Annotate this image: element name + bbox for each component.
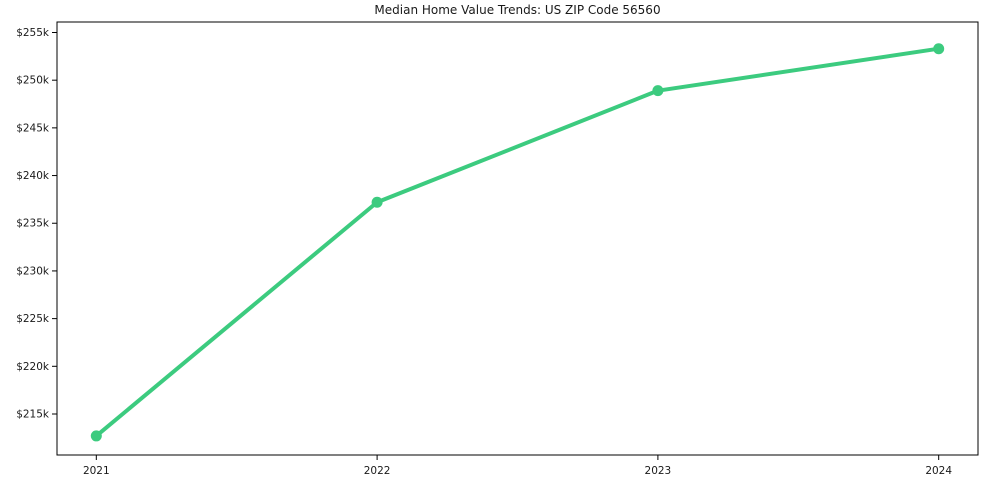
x-tick-label: 2021 xyxy=(83,465,110,477)
x-tick-label: 2023 xyxy=(645,465,672,477)
plot-border xyxy=(56,21,979,456)
y-tick-label: $230k xyxy=(16,265,50,277)
y-tick-label: $250k xyxy=(16,75,50,87)
y-tick-label: $235k xyxy=(16,218,50,230)
y-tick-label: $240k xyxy=(16,170,50,182)
y-tick-label: $215k xyxy=(16,408,50,420)
x-tick-label: 2024 xyxy=(925,465,952,477)
x-tick-label: 2022 xyxy=(364,465,391,477)
chart-title: Median Home Value Trends: US ZIP Code 56… xyxy=(374,3,661,17)
data-point xyxy=(371,196,383,208)
y-tick-label: $225k xyxy=(16,313,50,325)
trend-line xyxy=(94,46,941,438)
y-tick-label: $245k xyxy=(16,122,50,134)
y-tick-label: $220k xyxy=(16,361,50,373)
data-point xyxy=(652,85,664,97)
data-point xyxy=(90,430,102,442)
data-point xyxy=(933,43,945,55)
y-tick-label: $255k xyxy=(16,27,50,39)
